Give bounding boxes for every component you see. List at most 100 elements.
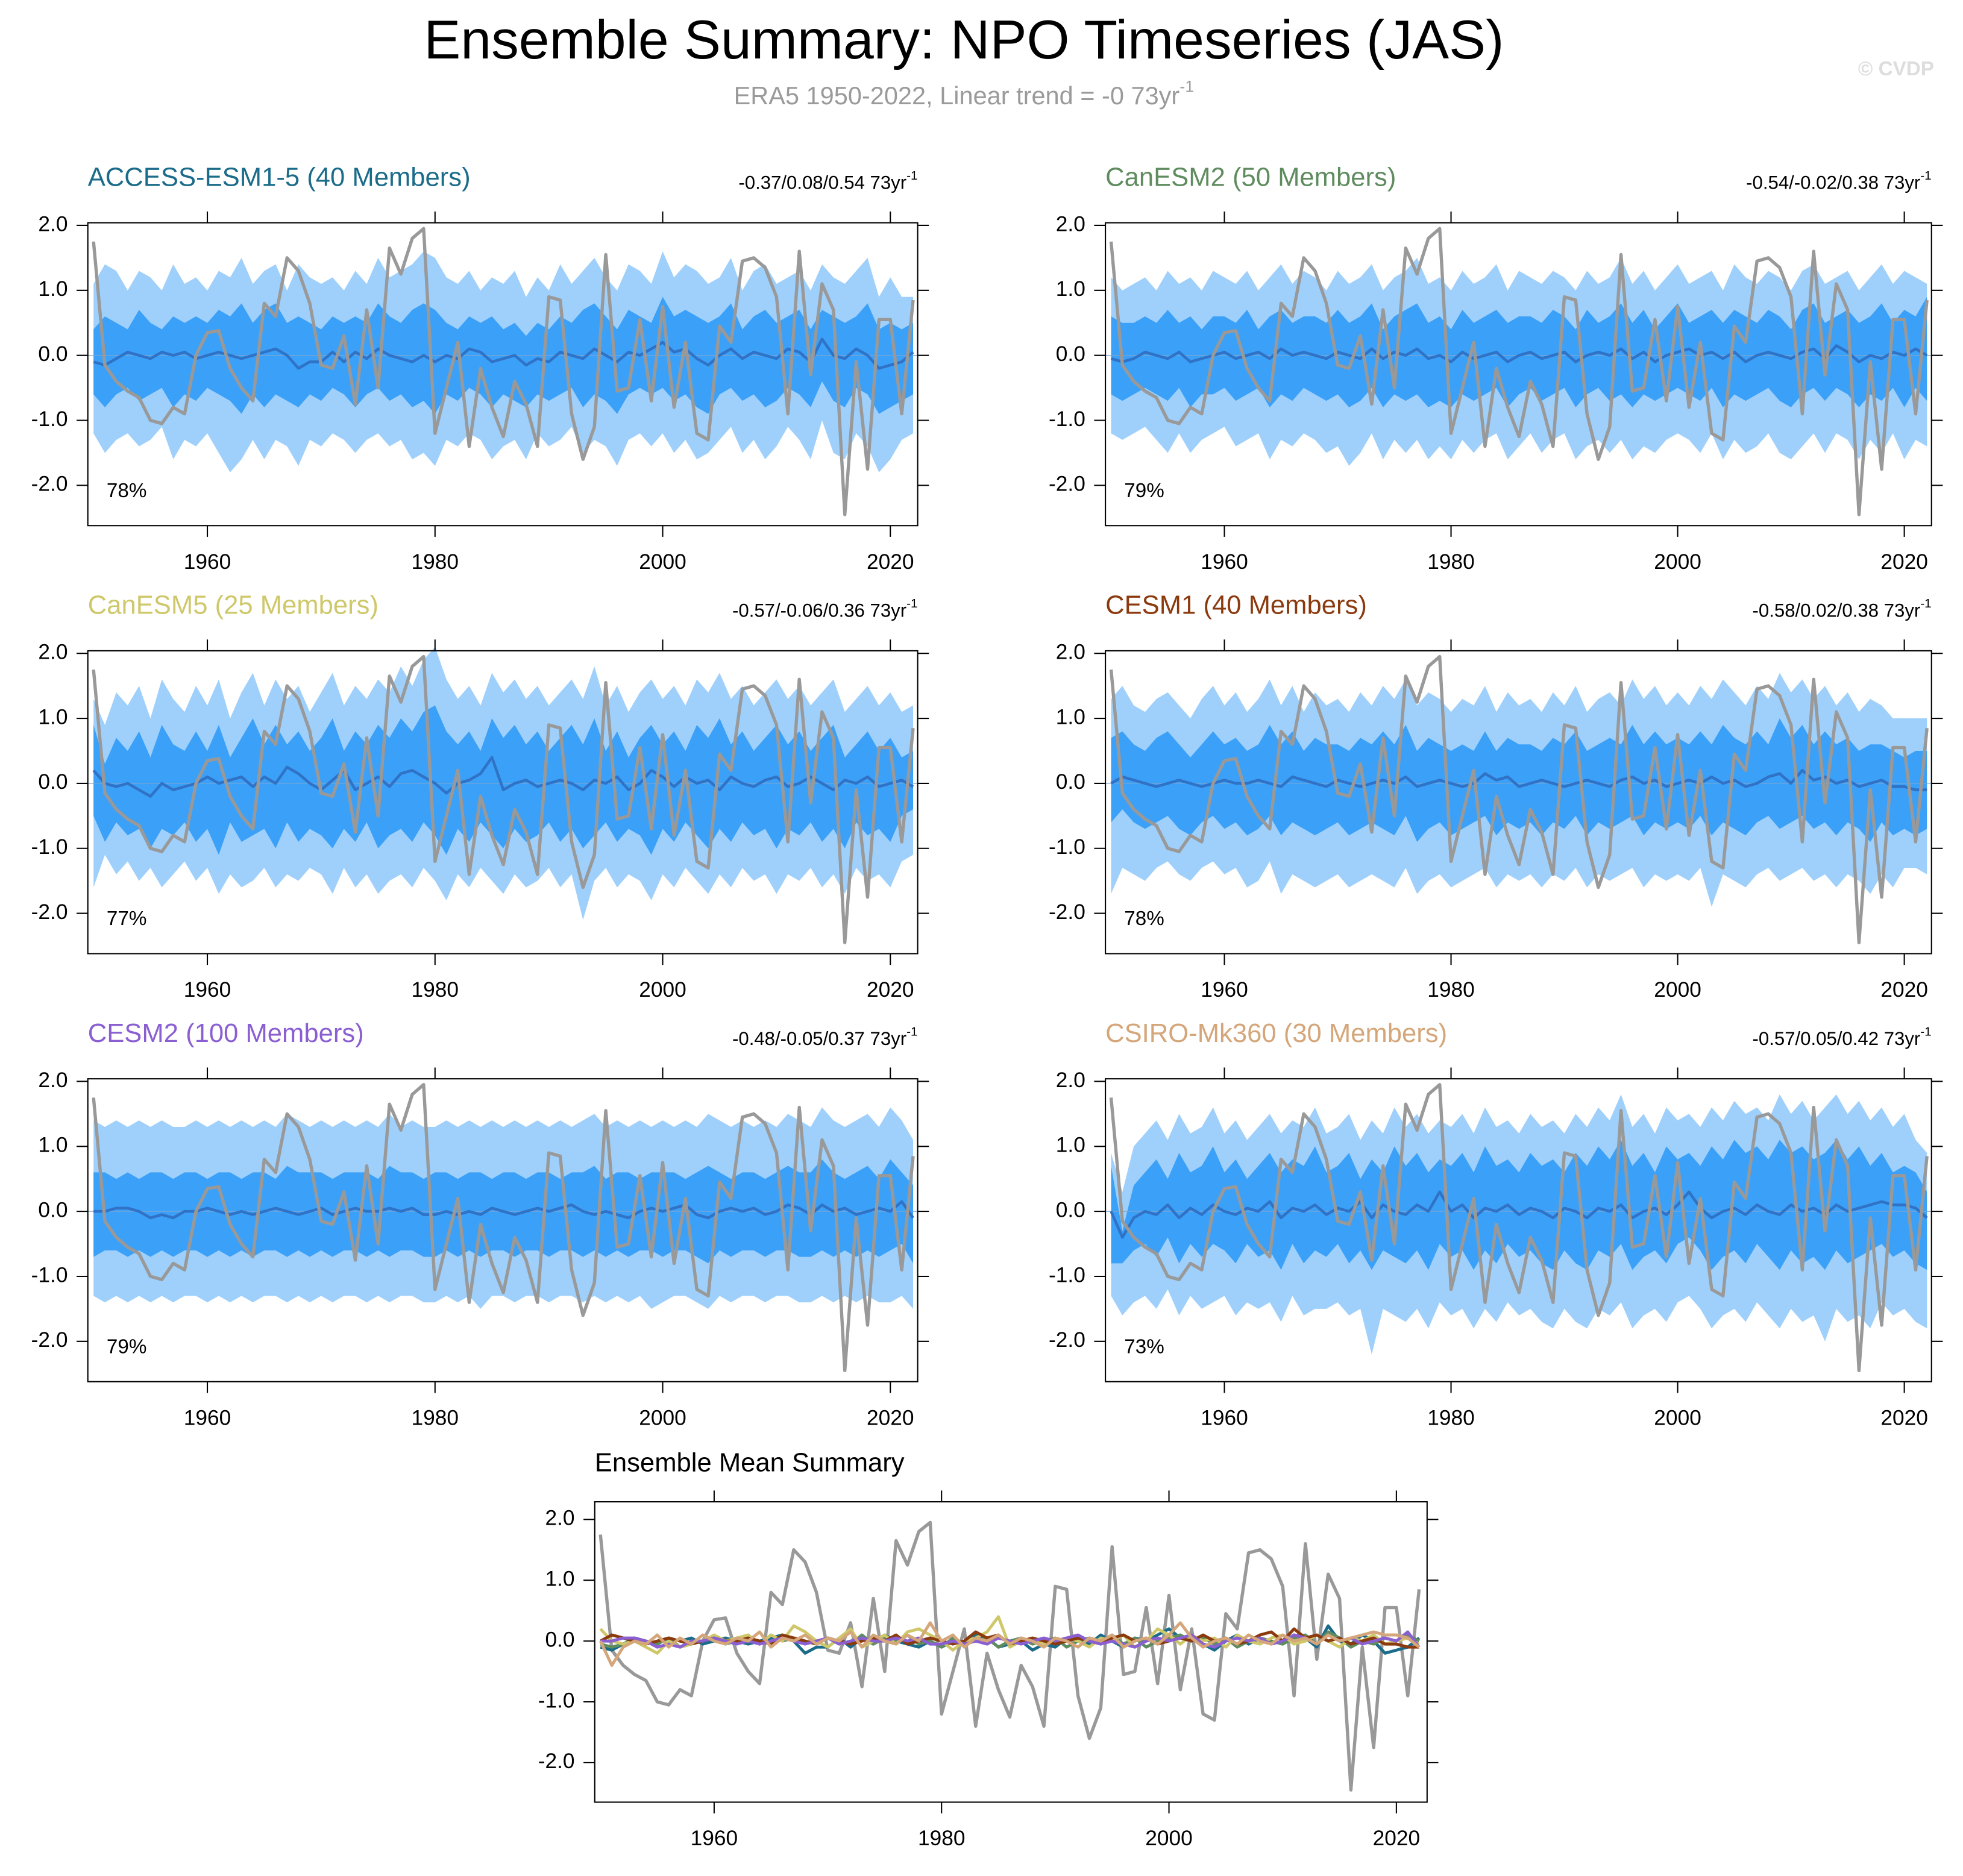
x-tick-label: 1980 <box>412 1406 459 1429</box>
trend-text: -0.37/0.08/0.54 73yr-1 <box>738 169 917 193</box>
percent-annotation: 73% <box>1124 1335 1164 1358</box>
x-tick-label: 2000 <box>1654 978 1701 1002</box>
y-tick-label: 0.0 <box>38 342 68 366</box>
panel-title: ACCESS-ESM1-5 (40 Members) <box>88 163 471 192</box>
x-tick-label: 2020 <box>1880 1406 1928 1429</box>
y-tick-label: 2.0 <box>1056 212 1085 236</box>
x-tick-label: 2000 <box>1654 550 1701 574</box>
y-tick-label: -1.0 <box>538 1689 575 1712</box>
y-tick-label: 2.0 <box>38 1068 68 1092</box>
panel-title: CESM1 (40 Members) <box>1105 591 1367 620</box>
y-tick-label: 1.0 <box>38 277 68 301</box>
y-tick-label: 1.0 <box>1056 277 1085 301</box>
plot-frame <box>1105 1078 1932 1382</box>
subtitle: ERA5 1950-2022, Linear trend = -0 73yr-1 <box>734 77 1195 109</box>
trend-text: -0.48/-0.05/0.37 73yr-1 <box>732 1025 918 1049</box>
y-tick-label: 0.0 <box>1056 342 1085 366</box>
x-tick-label: 1960 <box>1201 1406 1248 1429</box>
trend-superscript: -1 <box>1920 1025 1931 1039</box>
panel-title: Ensemble Mean Summary <box>595 1448 905 1477</box>
inner-band <box>1111 296 1927 407</box>
subtitle-text: ERA5 1950-2022, Linear trend = -0 73yr <box>734 81 1180 110</box>
x-tick-label: 1960 <box>184 1406 231 1429</box>
y-tick-label: 2.0 <box>1056 641 1085 664</box>
trend-superscript: -1 <box>1920 597 1931 611</box>
inner-band <box>1111 1140 1927 1270</box>
trend-value: -0.54/-0.02/0.38 73yr <box>1746 172 1920 193</box>
x-tick-label: 1980 <box>412 978 459 1002</box>
inner-band <box>93 705 914 855</box>
x-tick-label: 2020 <box>867 978 914 1002</box>
y-tick-label: -1.0 <box>1049 1263 1085 1287</box>
y-tick-label: 1.0 <box>1056 1134 1085 1157</box>
y-tick-label: 2.0 <box>545 1507 574 1530</box>
ensemble-mean-line <box>93 337 914 370</box>
percent-annotation: 78% <box>107 480 147 502</box>
trend-value: -0.58/0.02/0.38 73yr <box>1753 600 1921 621</box>
y-tick-label: 0.0 <box>545 1628 574 1651</box>
y-tick-label: 2.0 <box>1056 1068 1085 1092</box>
y-tick-label: 1.0 <box>1056 705 1085 729</box>
main-title: Ensemble Summary: NPO Timeseries (JAS) <box>424 9 1504 71</box>
observed-line <box>1109 1083 1929 1373</box>
x-tick-label: 1980 <box>1427 550 1475 574</box>
y-tick-label: 0.0 <box>1056 1198 1085 1222</box>
x-tick-label: 1960 <box>184 978 231 1002</box>
x-tick-label: 1980 <box>918 1827 966 1850</box>
panel-title: CSIRO-Mk360 (30 Members) <box>1105 1019 1447 1048</box>
trend-text: -0.57/0.05/0.42 73yr-1 <box>1753 1025 1932 1049</box>
ensemble-mean-line <box>600 1630 1421 1649</box>
y-tick-label: 0.0 <box>1056 770 1085 794</box>
x-tick-label: 2000 <box>639 978 686 1002</box>
trend-text: -0.58/0.02/0.38 73yr-1 <box>1753 597 1932 621</box>
trend-superscript: -1 <box>906 597 917 611</box>
trend-text: -0.57/-0.06/0.36 73yr-1 <box>732 597 918 621</box>
trend-superscript: -1 <box>1920 169 1931 183</box>
x-tick-label: 1980 <box>1427 1406 1475 1429</box>
y-tick-label: -2.0 <box>31 1328 68 1352</box>
observed-line <box>1109 227 1929 516</box>
y-tick-label: 2.0 <box>38 641 68 664</box>
ensemble-mean-line <box>598 1621 1421 1667</box>
plot-frame <box>87 1078 919 1382</box>
observed-line <box>598 1520 1421 1792</box>
trend-text: -0.54/-0.02/0.38 73yr-1 <box>1746 169 1932 193</box>
plot-frame <box>1105 650 1932 955</box>
x-tick-label: 2020 <box>1880 550 1928 574</box>
percent-annotation: 79% <box>107 1335 147 1358</box>
plot-frame <box>87 222 919 527</box>
y-tick-label: 1.0 <box>38 1134 68 1157</box>
trend-value: -0.57/-0.06/0.36 73yr <box>732 600 906 621</box>
y-tick-label: -2.0 <box>1049 900 1085 924</box>
x-tick-label: 1960 <box>691 1827 738 1850</box>
plot-frame <box>1105 222 1932 527</box>
y-tick-label: -1.0 <box>31 407 68 431</box>
y-tick-label: -1.0 <box>31 835 68 859</box>
x-tick-label: 2020 <box>1880 978 1928 1002</box>
trend-superscript: -1 <box>906 169 917 183</box>
y-tick-label: 2.0 <box>38 212 68 236</box>
percent-annotation: 79% <box>1124 480 1164 502</box>
x-tick-label: 2020 <box>867 550 914 574</box>
x-tick-label: 2000 <box>639 550 686 574</box>
observed-line <box>92 227 915 516</box>
ensemble-mean-line <box>1110 344 1928 363</box>
trend-superscript: -1 <box>906 1025 917 1039</box>
inner-band <box>1111 718 1927 842</box>
trend-value: -0.48/-0.05/0.37 73yr <box>732 1028 906 1049</box>
trend-value: -0.57/0.05/0.42 73yr <box>1753 1028 1921 1049</box>
ensemble-mean-line <box>1110 769 1927 791</box>
x-tick-label: 1960 <box>1201 978 1248 1002</box>
plot-frame <box>594 1501 1428 1803</box>
x-tick-label: 1980 <box>412 550 459 574</box>
panel-title: CanESM2 (50 Members) <box>1105 163 1396 192</box>
x-tick-label: 2000 <box>639 1406 686 1429</box>
x-tick-label: 1960 <box>1201 550 1248 574</box>
y-tick-label: -2.0 <box>538 1749 575 1773</box>
observed-line <box>92 654 915 944</box>
y-tick-label: 0.0 <box>38 1198 68 1222</box>
x-tick-label: 1980 <box>1427 978 1475 1002</box>
ensemble-mean-line <box>93 1200 914 1220</box>
